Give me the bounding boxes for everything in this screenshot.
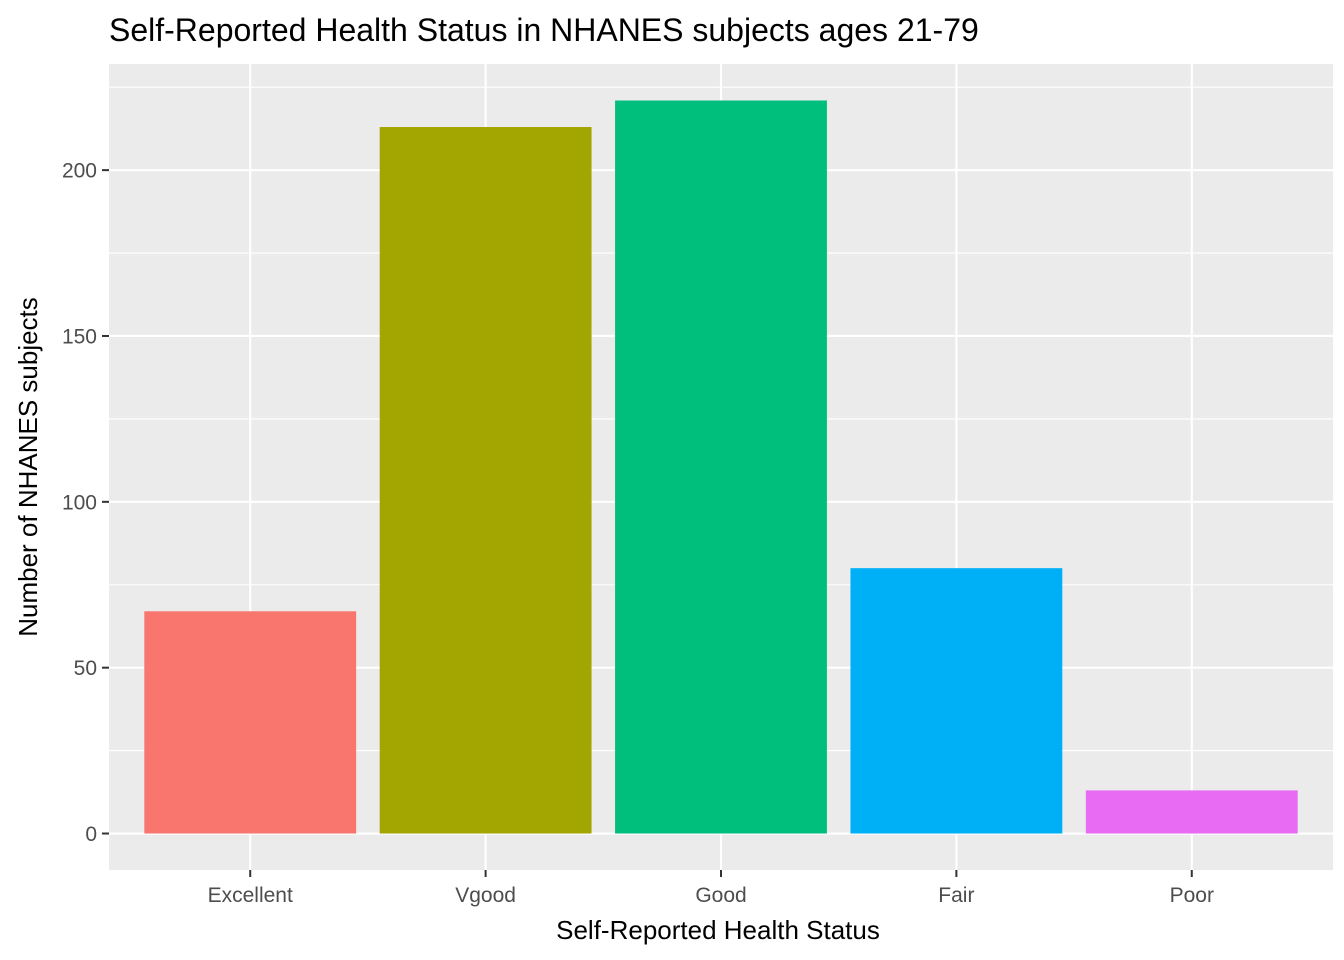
y-tick-label: 100 (62, 491, 97, 514)
y-tick-label: 50 (74, 657, 97, 680)
x-axis: Excellent Vgood Good Fair Poor (208, 870, 1214, 907)
y-axis: 0 50 100 150 200 (62, 160, 109, 846)
x-tick-label: Poor (1170, 884, 1214, 907)
x-axis-title: Self-Reported Health Status (556, 915, 880, 945)
x-tick-label: Good (695, 884, 746, 907)
bars (144, 100, 1298, 834)
x-tick-label: Fair (938, 884, 974, 907)
bar-poor (1085, 790, 1298, 834)
x-tick-label: Excellent (208, 884, 293, 907)
y-axis-title: Number of NHANES subjects (13, 297, 43, 637)
x-tick-label: Vgood (455, 884, 516, 907)
y-tick-label: 200 (62, 160, 97, 183)
chart-title: Self-Reported Health Status in NHANES su… (109, 12, 979, 48)
y-tick-label: 0 (85, 823, 97, 846)
bar-good (615, 100, 827, 834)
y-tick-label: 150 (62, 325, 97, 348)
bar-vgood (379, 127, 592, 834)
bar-fair (850, 568, 1063, 834)
bar-excellent (144, 611, 357, 834)
